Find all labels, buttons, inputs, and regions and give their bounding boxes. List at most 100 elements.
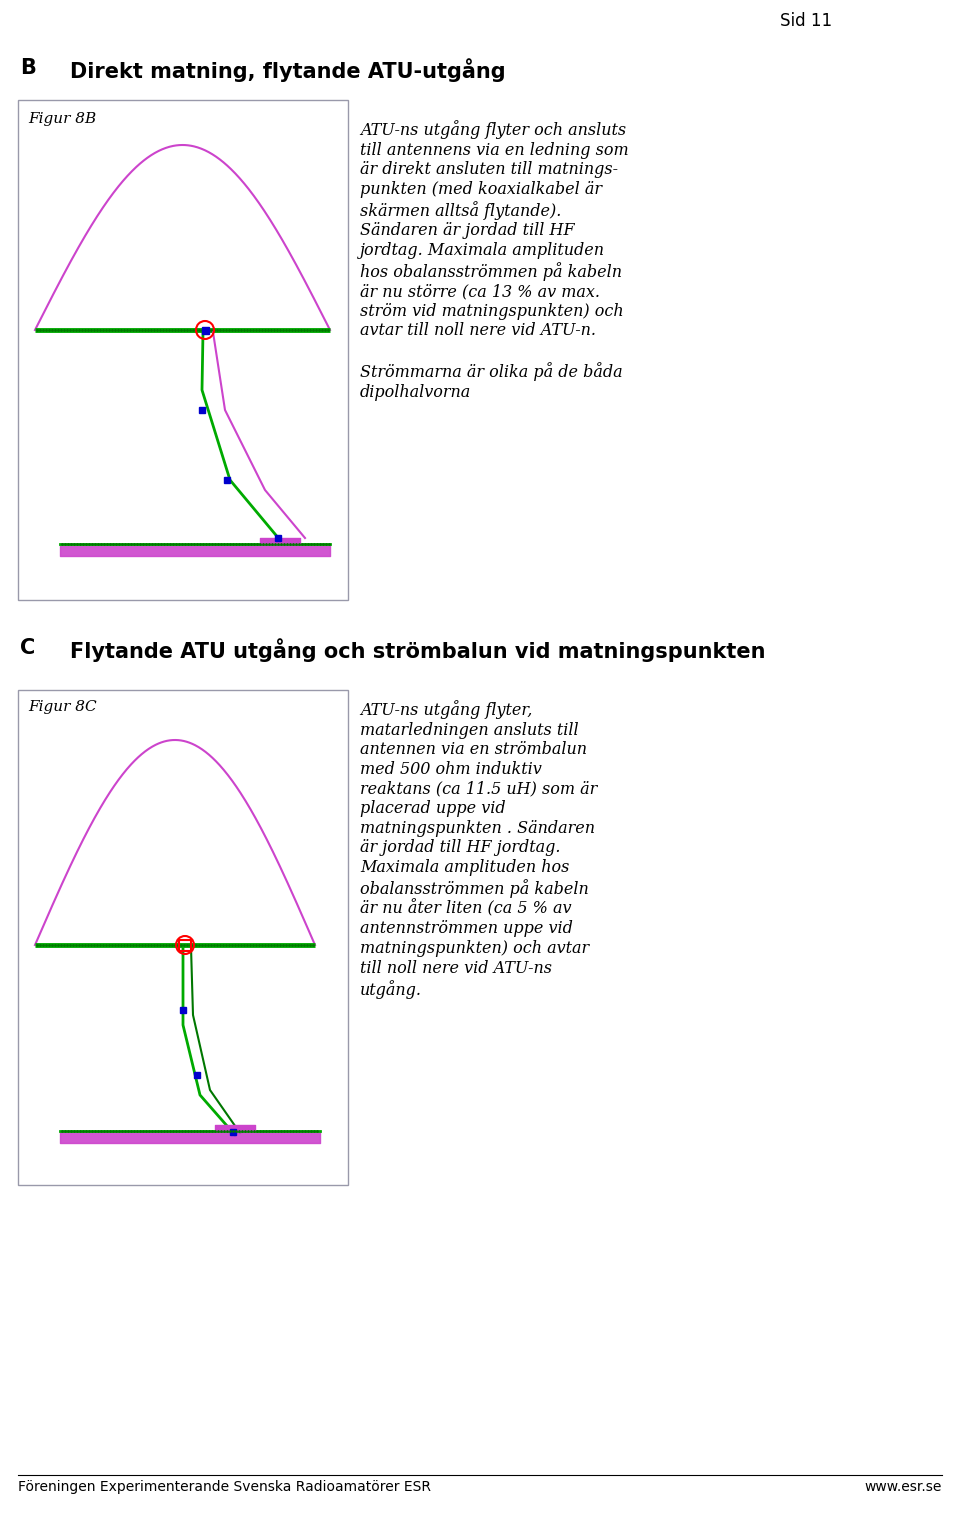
Point: [174, 317, 189, 342]
Point: [228, 531, 244, 556]
Point: [267, 1119, 282, 1143]
Point: [199, 531, 214, 556]
Point: [165, 531, 180, 556]
Point: [36, 317, 51, 342]
Point: [71, 317, 86, 342]
Point: [55, 1119, 70, 1143]
Point: [141, 531, 156, 556]
Point: [180, 531, 196, 556]
Point: [141, 1119, 156, 1143]
Point: [58, 531, 73, 556]
Point: [126, 934, 141, 958]
Text: C: C: [20, 638, 36, 657]
Point: [103, 1119, 118, 1143]
Point: [287, 934, 302, 958]
Point: [158, 317, 174, 342]
Point: [291, 531, 306, 556]
Point: [144, 531, 159, 556]
Point: [98, 934, 113, 958]
Point: [78, 934, 93, 958]
Point: [309, 531, 324, 556]
Point: [191, 317, 206, 342]
Point: [312, 531, 327, 556]
Point: [127, 1119, 142, 1143]
Point: [222, 934, 237, 958]
Point: [278, 934, 294, 958]
Point: [138, 1119, 154, 1143]
Point: [84, 317, 99, 342]
Point: [300, 317, 315, 342]
Point: [175, 531, 190, 556]
Point: [87, 531, 103, 556]
Point: [239, 317, 254, 342]
Point: [219, 531, 234, 556]
Point: [68, 317, 84, 342]
Point: [180, 317, 195, 342]
Point: [276, 317, 291, 342]
Point: [123, 1119, 138, 1143]
Point: [33, 934, 48, 958]
Point: [143, 934, 158, 958]
Point: [188, 317, 204, 342]
Point: [274, 531, 289, 556]
Point: [318, 317, 333, 342]
Point: [218, 317, 233, 342]
Point: [182, 317, 198, 342]
Point: [311, 317, 326, 342]
Point: [201, 317, 216, 342]
Point: [81, 934, 96, 958]
Point: [178, 1119, 193, 1143]
Point: [216, 531, 231, 556]
Point: [114, 531, 130, 556]
Point: [119, 934, 134, 958]
Point: [168, 531, 183, 556]
Point: [170, 934, 185, 958]
Point: [264, 1119, 279, 1143]
Point: [175, 1119, 190, 1143]
Point: [60, 531, 76, 556]
Point: [201, 934, 216, 958]
Point: [189, 531, 204, 556]
Point: [41, 934, 57, 958]
Point: [183, 531, 199, 556]
Point: [243, 1119, 258, 1143]
Point: [47, 934, 62, 958]
Point: [290, 317, 305, 342]
Point: [195, 1119, 210, 1143]
Text: Figur 8C: Figur 8C: [28, 700, 97, 713]
Point: [233, 934, 249, 958]
Point: [102, 317, 117, 342]
Point: [116, 317, 132, 342]
Point: [284, 934, 300, 958]
Point: [287, 317, 302, 342]
Point: [215, 934, 230, 958]
Point: [267, 531, 282, 556]
Bar: [18, 691, 348, 1186]
Point: [106, 1119, 121, 1143]
Point: [146, 934, 161, 958]
Point: [298, 1119, 313, 1143]
Point: [78, 317, 93, 342]
Point: [65, 934, 81, 958]
Point: [130, 1119, 145, 1143]
Point: [44, 317, 60, 342]
Point: [270, 934, 285, 958]
Point: [303, 1119, 319, 1143]
Point: [127, 531, 142, 556]
Point: [165, 1119, 180, 1143]
Point: [113, 317, 129, 342]
Text: Direkt matning, flytande ATU-utgång: Direkt matning, flytande ATU-utgång: [70, 58, 506, 82]
Point: [117, 1119, 132, 1143]
Point: [291, 1119, 306, 1143]
Point: [177, 317, 192, 342]
Point: [279, 1119, 295, 1143]
Point: [243, 531, 258, 556]
Point: [258, 531, 274, 556]
Point: [137, 934, 153, 958]
Point: [87, 1119, 103, 1143]
Point: [314, 317, 329, 342]
Point: [297, 317, 312, 342]
Point: [198, 317, 213, 342]
Point: [183, 1119, 199, 1143]
Point: [204, 934, 219, 958]
